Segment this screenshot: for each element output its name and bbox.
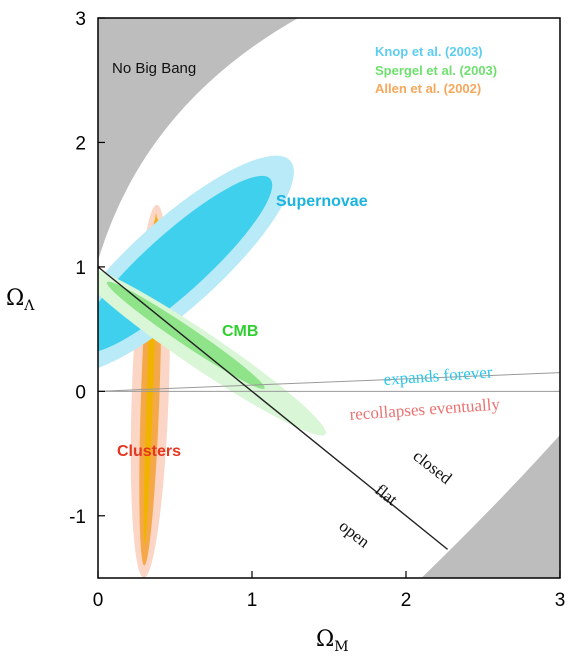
supernovae-ellipse [98,155,294,374]
y-tick-label: 3 [75,9,86,30]
x-tick-label: 1 [247,590,258,611]
flat-label: flat [372,480,402,509]
x-tick-label: 2 [401,590,412,611]
y-axis-ticks: 3 2 1 0 -1 [69,9,105,528]
y-tick-label: 2 [75,133,86,154]
open-label: open [336,516,374,552]
legend-knop: Knop et al. (2003) [375,44,483,59]
cmb-label: CMB [222,323,258,340]
expands-boundary-line [98,372,560,392]
expands-forever-label: expands forever [383,362,493,389]
x-tick-label: 0 [93,590,104,611]
y-tick-label: -1 [69,507,86,528]
x-axis-ticks: 0 1 2 3 [93,571,566,611]
y-axis-subscript: Λ [23,298,35,314]
recollapses-label: recollapses eventually [349,394,501,423]
y-tick-label: 1 [75,258,86,279]
x-tick-label: 3 [555,590,566,611]
no-big-bang-label: No Big Bang [112,60,196,77]
supernovae-label: Supernovae [276,193,368,210]
x-axis-title: ΩM [316,627,349,655]
flat-universe-line [98,266,449,550]
y-axis-title: ΩΛ [6,286,35,314]
closed-label: closed [410,446,456,488]
legend-allen: Allen et al. (2002) [375,81,481,96]
y-tick-label: 0 [75,382,86,403]
plot-frame [97,17,561,579]
x-axis-subscript: M [334,639,348,655]
no-big-bang-region [98,18,299,261]
closed-gray-region [421,434,560,578]
clusters-label: Clusters [117,443,181,460]
cmb-inner-contour [106,281,265,389]
legend-spergel: Spergel et al. (2003) [375,63,497,78]
